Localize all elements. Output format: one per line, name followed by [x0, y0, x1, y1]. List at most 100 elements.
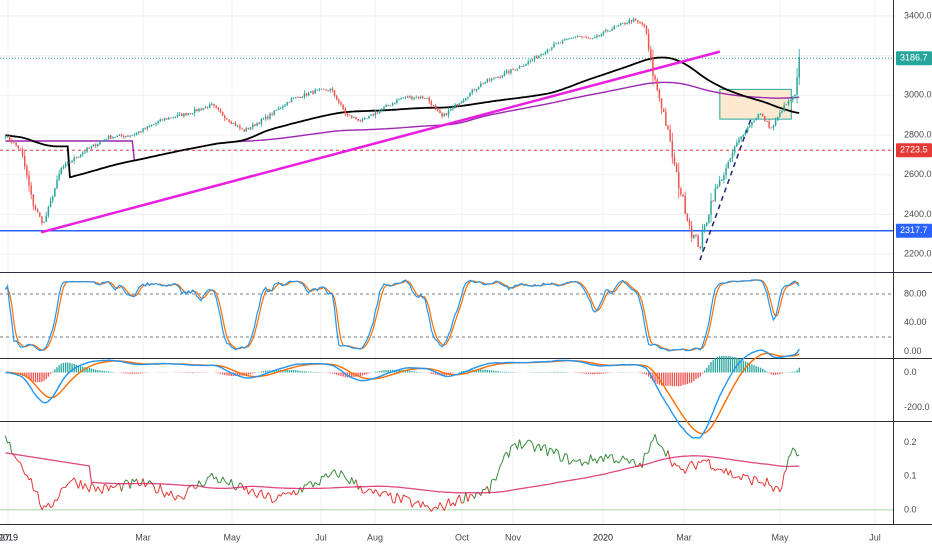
candle-body[interactable]: [398, 99, 400, 100]
candle-body[interactable]: [106, 139, 108, 140]
candle-body[interactable]: [82, 153, 84, 155]
candle-body[interactable]: [35, 206, 37, 210]
macd-pane[interactable]: [5, 349, 799, 438]
candle-body[interactable]: [555, 43, 557, 44]
candle-body[interactable]: [121, 135, 123, 136]
candle-body[interactable]: [467, 97, 469, 99]
candle-body[interactable]: [377, 113, 379, 114]
candle-body[interactable]: [198, 109, 200, 111]
candle-body[interactable]: [379, 110, 381, 113]
candle-body[interactable]: [11, 140, 13, 142]
candle-body[interactable]: [58, 174, 60, 180]
candle-body[interactable]: [624, 23, 626, 24]
candle-body[interactable]: [194, 109, 196, 113]
candle-body[interactable]: [590, 38, 592, 39]
candle-body[interactable]: [325, 89, 327, 90]
candle-body[interactable]: [639, 22, 641, 23]
candle-body[interactable]: [263, 119, 265, 120]
candle-body[interactable]: [607, 30, 609, 31]
candle-body[interactable]: [678, 172, 680, 188]
candle-body[interactable]: [682, 195, 684, 196]
candle-body[interactable]: [568, 38, 570, 39]
candle-body[interactable]: [798, 57, 800, 78]
candle-body[interactable]: [542, 54, 544, 55]
oscillator-pane[interactable]: [0, 434, 893, 511]
candle-body[interactable]: [304, 93, 306, 97]
candle-body[interactable]: [740, 136, 742, 139]
candle-body[interactable]: [536, 56, 538, 58]
candle-body[interactable]: [502, 76, 504, 78]
candle-body[interactable]: [342, 104, 344, 109]
candle-body[interactable]: [76, 158, 78, 159]
candle-body[interactable]: [790, 100, 792, 101]
candle-body[interactable]: [424, 98, 426, 99]
candle-body[interactable]: [45, 216, 47, 222]
candle-body[interactable]: [134, 135, 136, 136]
candle-body[interactable]: [183, 113, 185, 116]
candle-body[interactable]: [487, 79, 489, 82]
candle-body[interactable]: [265, 117, 267, 119]
candle-body[interactable]: [97, 144, 99, 146]
candle-body[interactable]: [570, 38, 572, 39]
candle-body[interactable]: [41, 217, 43, 223]
candle-body[interactable]: [355, 117, 357, 119]
candle-body[interactable]: [764, 116, 766, 121]
candle-body[interactable]: [52, 196, 54, 200]
candle-body[interactable]: [293, 98, 295, 99]
candle-body[interactable]: [478, 87, 480, 89]
candle-body[interactable]: [459, 103, 461, 105]
candle-body[interactable]: [205, 107, 207, 108]
candle-body[interactable]: [409, 96, 411, 97]
candle-body[interactable]: [512, 69, 514, 70]
candle-body[interactable]: [629, 20, 631, 23]
candle-body[interactable]: [256, 123, 258, 126]
candle-body[interactable]: [747, 127, 749, 132]
candle-body[interactable]: [114, 137, 116, 138]
candle-body[interactable]: [551, 48, 553, 50]
candle-body[interactable]: [95, 144, 97, 146]
candle-body[interactable]: [431, 101, 433, 105]
candle-body[interactable]: [538, 55, 540, 58]
candle-body[interactable]: [394, 103, 396, 104]
candle-body[interactable]: [721, 180, 723, 181]
candle-body[interactable]: [448, 110, 450, 115]
candle-body[interactable]: [689, 221, 691, 226]
candle-body[interactable]: [577, 36, 579, 37]
candle-body[interactable]: [308, 93, 310, 96]
candle-body[interactable]: [108, 136, 110, 140]
candle-body[interactable]: [357, 119, 359, 121]
candle-body[interactable]: [50, 201, 52, 207]
candle-body[interactable]: [93, 144, 95, 146]
candle-body[interactable]: [349, 115, 351, 116]
candle-body[interactable]: [119, 135, 121, 136]
candle-body[interactable]: [338, 100, 340, 103]
candle-body[interactable]: [20, 149, 22, 150]
candle-body[interactable]: [48, 207, 50, 215]
candle-body[interactable]: [33, 194, 35, 205]
candle-body[interactable]: [771, 128, 773, 129]
candle-body[interactable]: [697, 236, 699, 247]
recovery-dashed-line[interactable]: [700, 117, 752, 260]
candle-body[interactable]: [136, 133, 138, 135]
candle-body[interactable]: [456, 104, 458, 105]
candle-body[interactable]: [54, 188, 56, 196]
candle-body[interactable]: [665, 112, 667, 126]
price-axis[interactable]: 3400.03200.03000.02800.02600.02400.02200…: [896, 10, 932, 514]
candle-body[interactable]: [332, 89, 334, 91]
candle-body[interactable]: [56, 180, 58, 188]
candle-body[interactable]: [659, 90, 661, 98]
candle-body[interactable]: [190, 113, 192, 114]
candle-body[interactable]: [142, 128, 144, 131]
candle-body[interactable]: [340, 103, 342, 105]
candle-body[interactable]: [364, 118, 366, 119]
candle-body[interactable]: [310, 91, 312, 92]
macd-line[interactable]: [5, 349, 799, 438]
candle-body[interactable]: [267, 117, 269, 119]
candle-body[interactable]: [594, 37, 596, 38]
candle-body[interactable]: [465, 98, 467, 100]
candle-body[interactable]: [517, 69, 519, 70]
candle-body[interactable]: [243, 129, 245, 131]
candle-body[interactable]: [110, 136, 112, 139]
candle-body[interactable]: [403, 97, 405, 98]
